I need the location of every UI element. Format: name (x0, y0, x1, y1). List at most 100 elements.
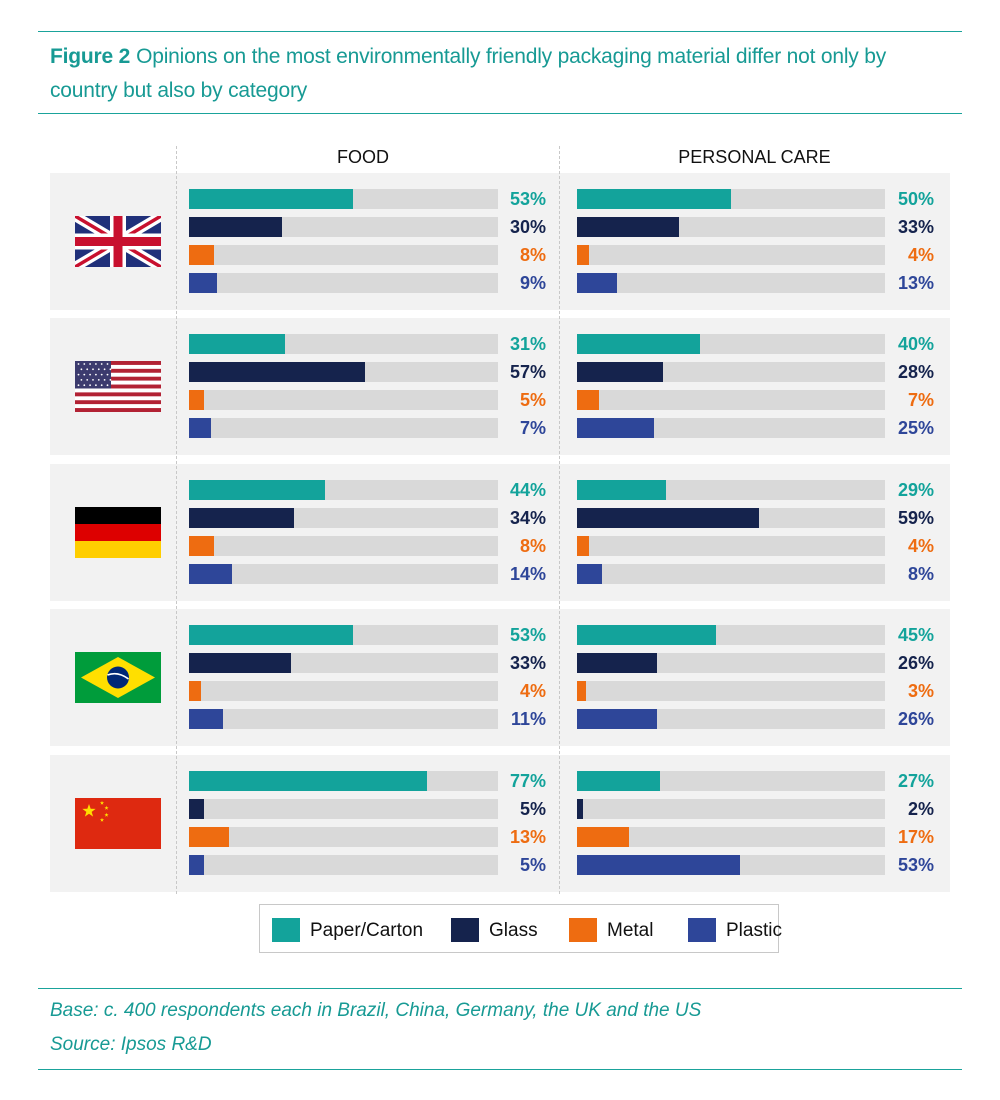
bar-uk-personal-care-plastic (577, 273, 618, 293)
value-label-china-food-metal: 13% (509, 827, 546, 847)
bar-track (577, 653, 885, 673)
bar-track (577, 217, 885, 237)
value-label-us-personal-care-metal: 7% (907, 390, 934, 410)
bar-track (189, 480, 498, 500)
bar-germany-personal-care-glass (577, 508, 759, 528)
bar-track (189, 771, 498, 791)
footer-base: Base: c. 400 respondents each in Brazil,… (50, 1000, 702, 1021)
bar-china-personal-care-metal (577, 827, 630, 847)
bar-china-personal-care-glass (577, 799, 584, 819)
bar-china-food-plastic (189, 855, 205, 875)
value-label-uk-food-paper-carton: 53% (509, 189, 546, 209)
bar-track (577, 536, 885, 556)
bar-track (577, 245, 885, 265)
value-label-uk-food-glass: 30% (509, 217, 546, 237)
value-label-brazil-personal-care-plastic: 26% (897, 709, 934, 729)
bar-brazil-food-glass (189, 653, 291, 673)
bar-track (189, 362, 498, 382)
bar-track (189, 245, 498, 265)
bar-germany-personal-care-metal (577, 536, 590, 556)
bar-track (189, 681, 498, 701)
value-label-germany-food-metal: 8% (519, 536, 546, 556)
bar-track (577, 334, 885, 354)
value-label-uk-personal-care-metal: 4% (907, 245, 934, 265)
legend-label-paper-carton: Paper/Carton (310, 920, 424, 941)
bar-track (577, 681, 885, 701)
bar-china-food-glass (189, 799, 205, 819)
legend-label-glass: Glass (489, 920, 538, 941)
legend-swatch-plastic (688, 918, 716, 942)
bar-uk-personal-care-glass (577, 217, 679, 237)
bar-track (577, 855, 885, 875)
value-label-china-food-glass: 5% (519, 799, 546, 819)
bar-uk-food-plastic (189, 273, 217, 293)
bar-china-personal-care-plastic (577, 855, 741, 875)
bar-track (577, 480, 885, 500)
bar-track (577, 273, 885, 293)
value-label-china-personal-care-glass: 2% (907, 799, 934, 819)
bar-track (577, 799, 885, 819)
bar-us-personal-care-plastic (577, 418, 654, 438)
footer-source: Source: Ipsos R&D (50, 1034, 212, 1055)
value-label-china-personal-care-metal: 17% (897, 827, 934, 847)
legend: Paper/Carton Glass Metal Plastic (259, 904, 782, 953)
value-label-brazil-food-glass: 33% (509, 653, 546, 673)
bar-brazil-personal-care-glass (577, 653, 658, 673)
bar-track (189, 189, 498, 209)
value-label-brazil-food-metal: 4% (519, 681, 546, 701)
column-header-food: FOOD (337, 147, 389, 167)
value-label-us-food-glass: 57% (509, 362, 546, 382)
bar-track (577, 564, 885, 584)
bar-brazil-personal-care-plastic (577, 709, 658, 729)
bar-us-food-plastic (189, 418, 211, 438)
germany-flag-icon (75, 507, 161, 558)
value-label-germany-food-glass: 34% (509, 508, 546, 528)
legend-label-plastic: Plastic (726, 920, 782, 941)
bar-track (577, 625, 885, 645)
value-label-brazil-food-paper-carton: 53% (509, 625, 546, 645)
value-label-uk-personal-care-paper-carton: 50% (897, 189, 934, 209)
bar-uk-food-glass (189, 217, 282, 237)
bar-germany-food-plastic (189, 564, 233, 584)
germany-flag-graphic (75, 507, 161, 558)
uk-flag-graphic (72, 211, 164, 272)
bar-track (189, 827, 498, 847)
china-flag-icon (75, 798, 161, 849)
bar-track (577, 189, 885, 209)
bar-track (189, 273, 498, 293)
bar-track (189, 217, 498, 237)
bar-track (577, 390, 885, 410)
bar-us-food-metal (189, 390, 205, 410)
bar-track (189, 709, 498, 729)
brazil-flag-icon (75, 652, 161, 703)
bar-track (189, 390, 498, 410)
bar-uk-food-paper-carton (189, 189, 353, 209)
value-label-germany-personal-care-plastic: 8% (907, 564, 934, 584)
value-label-uk-personal-care-glass: 33% (897, 217, 934, 237)
bar-track (577, 771, 885, 791)
value-label-brazil-food-plastic: 11% (510, 709, 546, 729)
bar-track (189, 564, 498, 584)
bar-brazil-food-plastic (189, 709, 223, 729)
us-flag-graphic (75, 361, 161, 413)
value-label-brazil-personal-care-paper-carton: 45% (897, 625, 934, 645)
bar-track (577, 362, 885, 382)
value-label-germany-food-plastic: 14% (509, 564, 546, 584)
title-rule (38, 113, 962, 114)
bar-track (189, 508, 498, 528)
value-label-us-food-metal: 5% (519, 390, 546, 410)
value-label-brazil-personal-care-metal: 3% (907, 681, 934, 701)
bar-brazil-personal-care-metal (577, 681, 587, 701)
bar-germany-food-paper-carton (189, 480, 325, 500)
bar-us-food-glass (189, 362, 366, 382)
column-header-personal-care: PERSONAL CARE (678, 147, 831, 167)
value-label-germany-personal-care-metal: 4% (907, 536, 934, 556)
column-divider-left (176, 146, 177, 894)
bar-germany-personal-care-plastic (577, 564, 602, 584)
column-divider-middle (559, 146, 560, 894)
bar-us-personal-care-paper-carton (577, 334, 701, 354)
bar-track (189, 536, 498, 556)
figure-title-text: Opinions on the most environmentally fri… (50, 45, 887, 102)
bar-china-food-metal (189, 827, 230, 847)
value-label-germany-food-paper-carton: 44% (509, 480, 546, 500)
